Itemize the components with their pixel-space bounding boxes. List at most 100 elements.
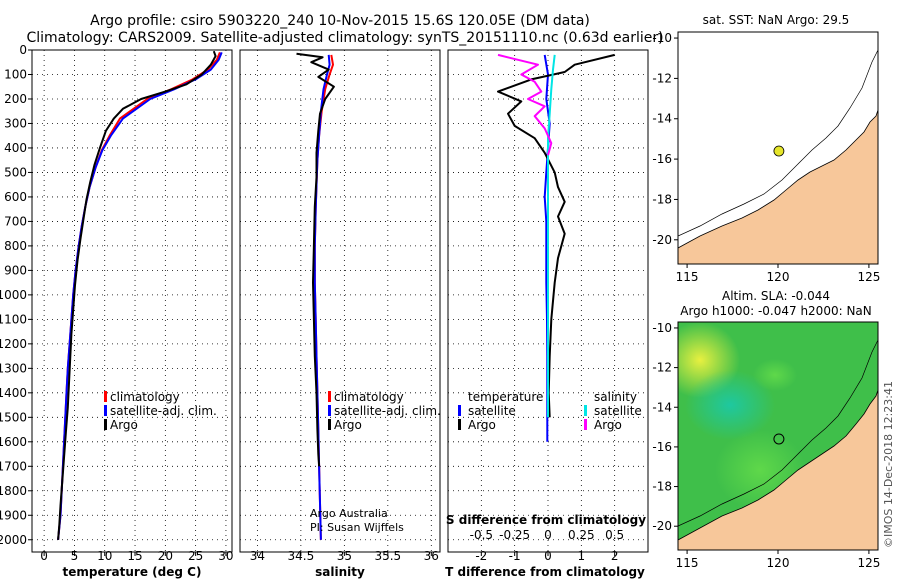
legend-label-satellite: satellite-adj. clim.	[110, 404, 217, 418]
x-tick-label: 34.5	[288, 549, 315, 563]
map-lat-label: -16	[652, 440, 672, 454]
map-lat-label: -20	[652, 519, 672, 533]
figure-title-line2: Climatology: CARS2009. Satellite-adjuste…	[26, 30, 663, 46]
depth-tick-label: 1100	[0, 312, 27, 326]
s-diff-tick-label: 0.5	[605, 528, 624, 542]
series-argo	[296, 52, 335, 467]
s-diff-tick-label: 0	[544, 528, 552, 542]
legend-label-satellite: satellite-adj. clim.	[334, 404, 441, 418]
bathymetry-contour	[678, 339, 878, 527]
s-diff-tick-label: -0.25	[499, 528, 530, 542]
map-lat-label: -14	[652, 112, 672, 126]
legend-swatch-s-argo	[584, 419, 587, 430]
depth-tick-label: 800	[4, 239, 27, 253]
depth-tick-label: 700	[4, 214, 27, 228]
salinity-difference-axis: -0.5 -0.25 0 0.25 0.5	[470, 528, 625, 542]
map-lat-label: -12	[652, 71, 672, 85]
depth-tick-label: 1300	[0, 361, 27, 375]
legend-swatch-t-argo	[458, 419, 461, 430]
legend-label-t-argo: Argo	[468, 418, 496, 432]
depth-tick-label: 1400	[0, 386, 27, 400]
legend-label-climatology: climatology	[334, 390, 404, 404]
depth-tick-label: 2000	[0, 533, 27, 547]
pi-note: PI: Susan Wijffels	[310, 521, 404, 534]
salinity-xlabel: salinity	[315, 565, 365, 579]
t-difference-xlabel: T difference from climatology	[445, 565, 645, 579]
salinity-panel	[239, 49, 441, 553]
map-lat-label: -10	[652, 31, 672, 45]
map-lon-label: 120	[767, 270, 790, 284]
temperature-xlabel: temperature (deg C)	[63, 565, 202, 579]
series-satellite-adj-clim-	[313, 54, 331, 540]
legend-swatch-climatology	[104, 391, 107, 402]
x-tick-label: 2	[611, 549, 619, 563]
depth-tick-label: 1000	[0, 288, 27, 302]
legend-swatch-climatology	[328, 391, 331, 402]
x-tick-label: -1	[509, 549, 521, 563]
depth-tick-label: 400	[4, 141, 27, 155]
depth-tick-label: 900	[4, 263, 27, 277]
map-lat-label: -18	[652, 480, 672, 494]
sla-map	[678, 322, 878, 550]
depth-tick-label: 100	[4, 67, 27, 81]
s-difference-xlabel: S difference from climatology	[446, 513, 646, 527]
legend-swatch-argo	[104, 419, 107, 430]
legend-label-argo: Argo	[334, 418, 362, 432]
x-tick-label: 10	[97, 549, 112, 563]
argo-float-marker	[773, 433, 785, 445]
legend-title-temperature: temperature	[468, 390, 543, 404]
australia-land	[678, 109, 878, 264]
x-tick-label: 1	[578, 549, 586, 563]
map-lat-label: -14	[652, 400, 672, 414]
difference-series	[497, 53, 615, 442]
x-tick-label: 0	[544, 549, 552, 563]
map-lon-label: 115	[676, 556, 699, 570]
sla-low-anomaly	[685, 370, 775, 440]
sla-map-title-line1: Altim. SLA: -0.044	[722, 289, 830, 303]
sst-map	[678, 32, 878, 264]
depth-axis: 0 100 200 300 400 500 600 700 800 900 1000 1100 1200…	[0, 43, 32, 547]
legend-label-s-argo: Argo	[594, 418, 622, 432]
map-lat-label: -10	[652, 321, 672, 335]
map-lat-label: -20	[652, 233, 672, 247]
series-climatology	[313, 54, 334, 540]
x-tick-label: 0	[40, 549, 48, 563]
series-s-argo	[497, 53, 553, 156]
map-lon-label: 125	[857, 556, 880, 570]
x-tick-label: 5	[71, 549, 79, 563]
map-lat-label: -16	[652, 152, 672, 166]
series-s-satellite	[547, 54, 556, 418]
sst-map-axes: 115 120 125 -10 -12 -14 -16 -18 -20	[652, 31, 880, 284]
difference-legend: temperature satellite Argo salinity sate…	[458, 390, 642, 432]
map-lat-label: -12	[652, 361, 672, 375]
s-diff-tick-label: -0.5	[470, 528, 493, 542]
legend-label-s-satellite: satellite	[594, 404, 642, 418]
depth-tick-label: 1900	[0, 508, 27, 522]
x-tick-label: 35	[337, 549, 352, 563]
legend-label-climatology: climatology	[110, 390, 180, 404]
x-tick-label: 25	[188, 549, 203, 563]
temperature-legend: climatology satellite-adj. clim. Argo	[104, 390, 217, 432]
legend-swatch-argo	[328, 419, 331, 430]
depth-tick-label: 500	[4, 165, 27, 179]
figure-title-line1: Argo profile: csiro 5903220_240 10-Nov-2…	[90, 13, 590, 29]
x-tick-label: 15	[127, 549, 142, 563]
x-tick-label: 20	[158, 549, 173, 563]
depth-tick-label: 300	[4, 116, 27, 130]
sla-map-title-line2: Argo h1000: -0.047 h2000: NaN	[680, 304, 872, 318]
salinity-legend: climatology satellite-adj. clim. Argo Ar…	[310, 390, 441, 534]
series-argo	[57, 50, 217, 540]
legend-swatch-satellite	[104, 405, 107, 416]
depth-tick-label: 200	[4, 92, 27, 106]
map-lon-label: 125	[857, 270, 880, 284]
legend-swatch-satellite	[328, 405, 331, 416]
x-tick-label: 36	[424, 549, 439, 563]
x-tick-label: -2	[475, 549, 487, 563]
map-lat-label: -18	[652, 192, 672, 206]
depth-tick-label: 0	[19, 43, 27, 57]
s-diff-tick-label: 0.25	[568, 528, 595, 542]
depth-tick-label: 600	[4, 190, 27, 204]
temperature-series	[57, 50, 223, 540]
salinity-series	[296, 52, 335, 540]
